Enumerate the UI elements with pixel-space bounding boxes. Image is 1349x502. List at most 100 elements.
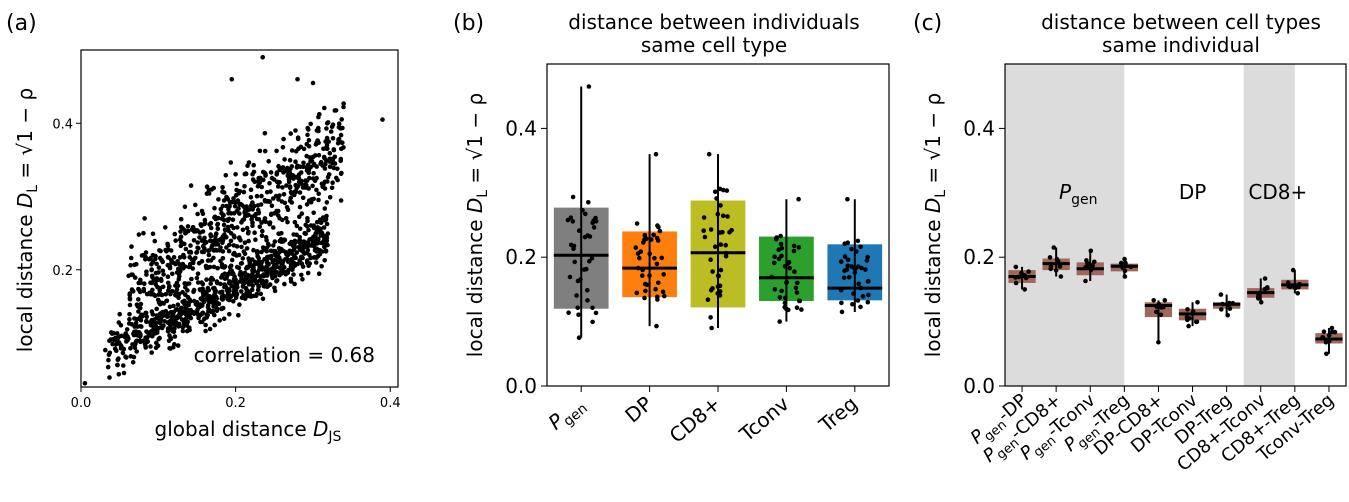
x-tick-label: Tconv <box>734 391 794 446</box>
scatter-point <box>295 135 301 140</box>
scatter-point <box>208 258 214 263</box>
scatter-point <box>286 176 292 182</box>
scatter-point <box>318 159 324 165</box>
scatter-point <box>143 310 148 316</box>
data-point <box>844 267 850 272</box>
data-point <box>1162 298 1168 303</box>
scatter-point <box>202 241 208 246</box>
scatter-point <box>157 248 162 253</box>
scatter-point <box>310 183 315 189</box>
group-label-main: CD8+ <box>1248 180 1307 204</box>
data-point <box>654 323 659 329</box>
scatter-point <box>201 249 207 255</box>
scatter-point <box>338 132 344 138</box>
box-2 <box>1076 248 1104 284</box>
scatter-point <box>127 302 133 308</box>
scatter-point <box>257 224 263 230</box>
scatter-point <box>150 312 156 317</box>
data-point <box>1227 306 1233 311</box>
data-point <box>633 245 639 250</box>
scatter-point <box>188 183 194 188</box>
data-point <box>779 253 784 259</box>
scatter-point <box>132 345 138 351</box>
scatter-point <box>136 297 141 302</box>
data-point <box>851 291 856 296</box>
scatter-point <box>148 280 153 286</box>
data-point <box>729 227 734 233</box>
scatter-point <box>215 280 220 286</box>
data-point <box>655 297 660 302</box>
scatter-point <box>205 285 211 291</box>
data-point <box>772 260 777 266</box>
data-point <box>1151 298 1156 303</box>
scatter-point <box>165 274 171 280</box>
data-point <box>637 255 642 261</box>
data-point <box>662 293 667 299</box>
scatter-point <box>163 247 168 253</box>
data-point <box>718 267 724 273</box>
scatter-point <box>173 238 178 243</box>
scatter-point <box>271 225 276 230</box>
data-point <box>839 300 844 306</box>
scatter-point <box>195 228 200 233</box>
tick-label-main: Treg <box>814 391 862 437</box>
scatter-point <box>290 172 296 178</box>
scatter-point <box>282 157 287 162</box>
scatter-point <box>301 160 306 166</box>
scatter-point <box>162 313 167 318</box>
scatter-point <box>280 145 286 150</box>
data-point <box>1013 264 1019 270</box>
scatter-point <box>305 241 310 246</box>
panel-c-label: (c) <box>913 11 942 36</box>
data-point <box>1218 292 1224 297</box>
scatter-point <box>141 288 147 294</box>
y-label-subscript: L <box>25 185 41 193</box>
scatter-point <box>314 255 319 260</box>
scatter-point <box>293 182 299 188</box>
scatter-point <box>265 241 271 247</box>
data-point <box>777 319 782 324</box>
scatter-point <box>180 328 186 334</box>
scatter-point <box>317 248 323 253</box>
scatter-point <box>262 281 268 287</box>
scatter-point <box>141 338 146 344</box>
data-point <box>654 261 660 267</box>
scatter-point <box>158 320 163 326</box>
scatter-point <box>127 317 132 322</box>
data-point <box>717 186 723 192</box>
scatter-point <box>191 310 196 315</box>
scatter-point <box>195 245 200 251</box>
scatter-point <box>299 181 304 187</box>
scatter-point <box>182 281 187 286</box>
scatter-point <box>172 231 178 237</box>
scatter-point <box>179 305 184 311</box>
scatter-point <box>294 250 300 255</box>
data-point <box>723 242 728 248</box>
data-point <box>640 273 645 278</box>
scatter-point <box>171 345 176 350</box>
scatter-point <box>282 281 287 287</box>
scatter-point <box>295 77 300 82</box>
data-point <box>593 215 598 221</box>
scatter-point <box>165 241 170 247</box>
scatter-point <box>314 219 320 225</box>
scatter-point <box>233 172 238 177</box>
box-4 <box>1144 298 1173 345</box>
scatter-point <box>292 281 297 287</box>
scatter-point <box>171 309 177 315</box>
scatter-point <box>114 331 120 336</box>
scatter-point <box>172 326 177 332</box>
scatter-point <box>268 248 274 254</box>
scatter-point <box>217 318 222 323</box>
box-1 <box>1042 245 1070 279</box>
scatter-point <box>185 288 190 293</box>
data-point <box>656 280 661 286</box>
scatter-point <box>312 178 318 183</box>
data-point <box>643 288 648 294</box>
data-point <box>855 238 861 244</box>
scatter-point <box>238 272 244 278</box>
data-point <box>581 267 587 272</box>
scatter-point <box>215 221 221 227</box>
box-0 <box>553 84 609 341</box>
scatter-point <box>242 184 247 189</box>
